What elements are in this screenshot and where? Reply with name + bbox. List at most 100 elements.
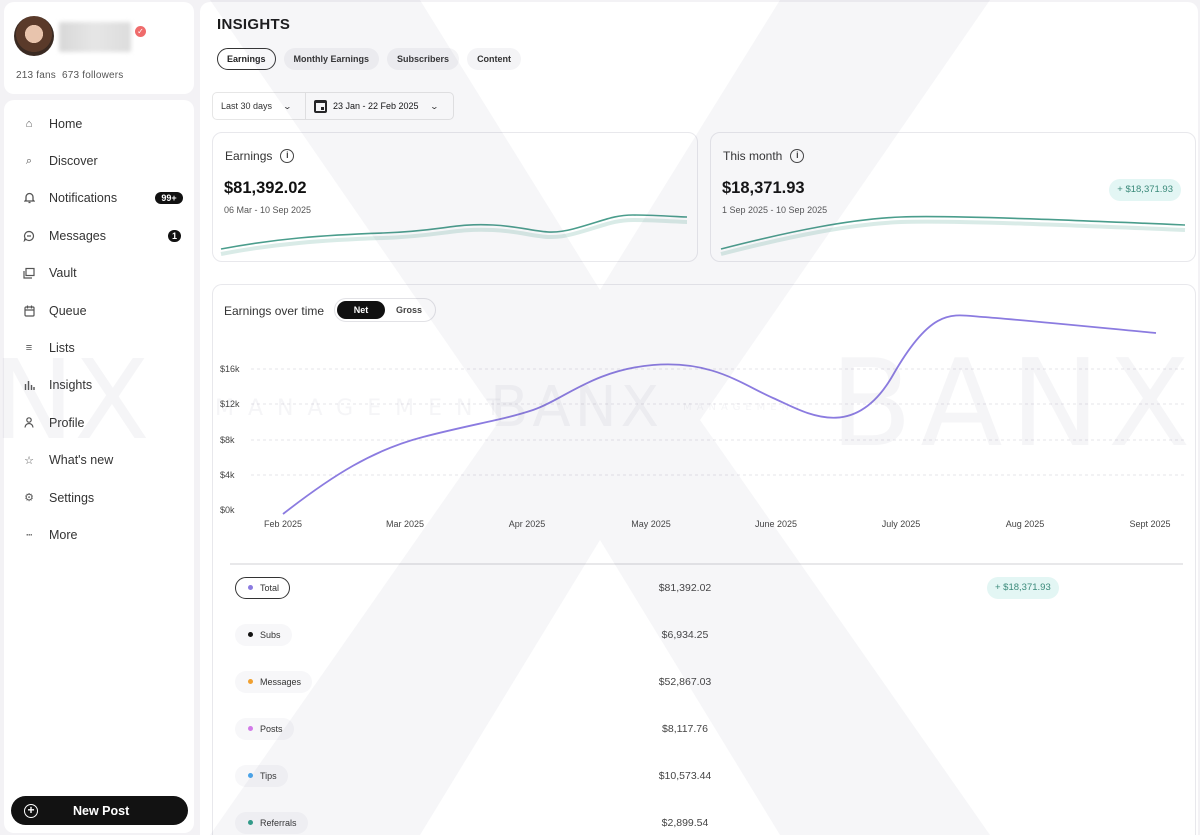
tab-subscribers[interactable]: Subscribers [387, 48, 460, 70]
series-dot [248, 773, 253, 778]
sidebar-item-notifications[interactable]: Notifications 99+ [4, 180, 194, 217]
earnings-over-time-card: Earnings over time Net Gross $16k $12k $… [212, 284, 1196, 835]
sidebar-item-label: Profile [49, 415, 85, 430]
sidebar-item-label: Settings [49, 490, 95, 505]
breakdown-row-messages: Messages $52,867.03 [235, 658, 1183, 705]
sidebar-item-label: Messages [49, 228, 106, 243]
series-label: Messages [260, 676, 302, 687]
verified-check-icon: ✓ [135, 26, 146, 37]
series-value: $81,392.02 [658, 581, 712, 594]
this-month-period: 1 Sep 2025 - 10 Sep 2025 [722, 205, 828, 215]
tab-content[interactable]: Content [467, 48, 522, 70]
series-value: $6,934.25 [661, 628, 709, 641]
avatar[interactable] [14, 16, 54, 56]
earnings-title-text: Earnings [225, 149, 273, 163]
sidebar-item-lists[interactable]: ≡ Lists [4, 329, 194, 366]
sidebar-item-whats-new[interactable]: ☆ What's new [4, 442, 194, 479]
net-gross-toggle: Net Gross [334, 298, 436, 322]
sidebar-item-label: Insights [49, 378, 93, 393]
bar-chart-icon [22, 378, 36, 392]
list-icon: ≡ [25, 342, 33, 355]
series-pill-total[interactable]: Total [235, 576, 291, 599]
earnings-card-title: Earnings i [225, 149, 295, 163]
messages-badge: 1 [168, 229, 181, 242]
range-select-value: Last 30 days [221, 101, 273, 111]
this-month-title-text: This month [723, 149, 783, 163]
x-tick: June 2025 [754, 519, 798, 529]
sidebar-item-vault[interactable]: Vault [4, 255, 194, 292]
sidebar-item-label: Queue [49, 303, 87, 318]
followers-count[interactable]: 673 followers [61, 70, 124, 81]
sidebar-item-discover[interactable]: ⌕ Discover [4, 142, 194, 179]
breakdown-row-subs: Subs $6,934.25 [235, 611, 1183, 658]
toggle-gross[interactable]: Gross [395, 305, 422, 315]
sidebar-item-queue[interactable]: Queue [4, 292, 194, 329]
series-pill-tips[interactable]: Tips [235, 764, 288, 787]
tab-monthly-earnings[interactable]: Monthly Earnings [283, 48, 380, 70]
sidebar-item-label: More [49, 527, 78, 542]
chevron-down-icon: ⌄ [282, 101, 293, 111]
this-month-sparkline [720, 215, 1186, 256]
home-icon: ⌂ [25, 117, 33, 130]
earnings-over-time-title: Earnings over time [224, 304, 325, 318]
tab-earnings[interactable]: Earnings [217, 48, 276, 70]
sidebar-item-label: Lists [49, 341, 75, 356]
calendar-icon [314, 99, 327, 113]
y-tick: $12k [220, 399, 240, 409]
range-select[interactable]: Last 30 days ⌄ [213, 93, 305, 119]
series-label: Total [260, 582, 280, 593]
info-icon[interactable]: i [790, 149, 805, 163]
toggle-net[interactable]: Net [337, 301, 385, 319]
info-icon[interactable]: i [280, 149, 295, 163]
breakdown-row-tips: Tips $10,573.44 [235, 752, 1183, 799]
main-content: INSIGHTS Earnings Monthly Earnings Subsc… [200, 2, 1198, 835]
sidebar-item-messages[interactable]: Messages 1 [4, 217, 194, 254]
profile-name-blurred [59, 22, 131, 52]
series-pill-messages[interactable]: Messages [235, 670, 313, 693]
search-icon: ⌕ [25, 154, 33, 167]
page-title: INSIGHTS [217, 16, 291, 33]
series-value: $2,899.54 [661, 816, 709, 829]
new-post-button[interactable]: + New Post [11, 796, 188, 825]
sidebar-item-home[interactable]: ⌂ Home [4, 105, 194, 142]
profile-card: ✓ 213 fans 673 followers [4, 2, 194, 94]
sidebar-item-more[interactable]: ··· More [4, 516, 194, 553]
this-month-delta-badge: + $18,371.93 [1109, 179, 1181, 201]
gear-icon: ⚙ [24, 492, 34, 505]
series-pill-posts[interactable]: Posts [235, 717, 294, 740]
x-tick: July 2025 [881, 519, 921, 529]
sidebar-item-label: Home [49, 116, 83, 131]
earnings-value: $81,392.02 [224, 179, 307, 197]
y-tick: $4k [220, 470, 235, 480]
total-delta-badge: + $18,371.93 [987, 576, 1059, 599]
sidebar-item-label: Discover [49, 154, 98, 169]
sidebar-item-settings[interactable]: ⚙ Settings [4, 479, 194, 516]
series-label: Referrals [260, 817, 297, 828]
x-tick: Aug 2025 [1005, 519, 1045, 529]
x-tick: Sept 2025 [1129, 519, 1171, 529]
x-tick: May 2025 [631, 519, 671, 529]
x-tick: Mar 2025 [385, 519, 425, 529]
person-icon [22, 416, 36, 430]
series-dot [248, 632, 253, 637]
sidebar-item-insights[interactable]: Insights [4, 367, 194, 404]
earnings-sparkline [220, 214, 688, 256]
series-dot [248, 726, 253, 731]
sidebar-item-label: Vault [49, 266, 77, 281]
series-pill-subs[interactable]: Subs [235, 623, 292, 646]
new-post-label: New Post [73, 803, 130, 818]
y-tick: $0k [220, 505, 235, 515]
series-dot [248, 585, 253, 590]
chevron-down-icon: ⌄ [429, 101, 439, 111]
series-pill-referrals[interactable]: Referrals [235, 811, 308, 834]
sidebar: ✓ 213 fans 673 followers ⌂ Home ⌕ Discove… [4, 2, 194, 833]
fans-count[interactable]: 213 fans [16, 70, 56, 81]
date-range-value: 23 Jan - 22 Feb 2025 [333, 101, 419, 111]
sidebar-item-profile[interactable]: Profile [4, 404, 194, 441]
date-range-picker[interactable]: 23 Jan - 22 Feb 2025 ⌄ [305, 93, 453, 119]
this-month-card-title: This month i [723, 149, 805, 163]
x-tick: Apr 2025 [508, 519, 546, 529]
chat-bubble-icon [22, 229, 36, 243]
profile-stats: 213 fans 673 followers [16, 70, 130, 81]
this-month-value: $18,371.93 [722, 179, 805, 197]
